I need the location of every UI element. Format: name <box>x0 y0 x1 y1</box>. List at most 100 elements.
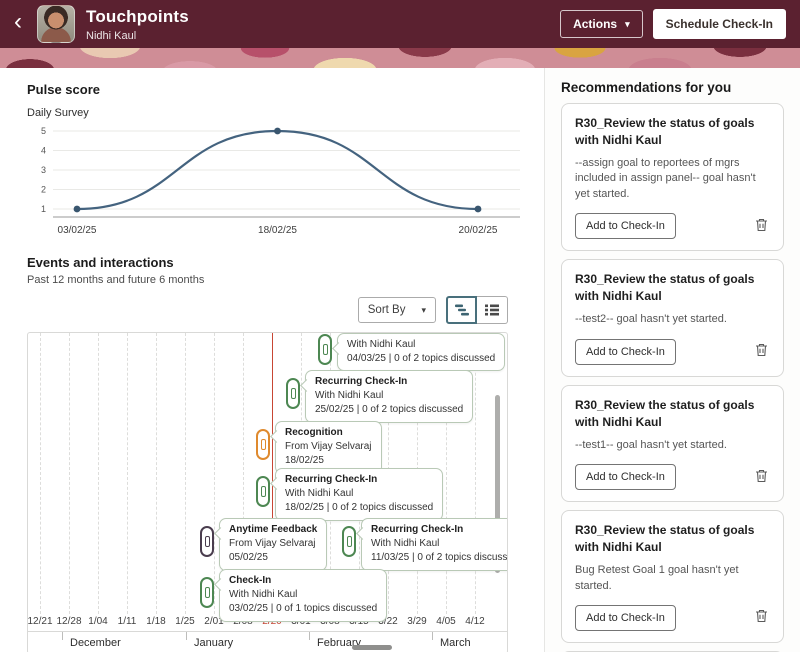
timeline-gridline <box>185 333 186 614</box>
timeline-gridline <box>475 333 476 614</box>
month-label: January <box>194 637 234 649</box>
delete-recommendation-icon[interactable] <box>753 607 770 628</box>
events-subtitle: Past 12 months and future 6 months <box>27 274 205 286</box>
add-to-check-in-button[interactable]: Add to Check-In <box>575 464 676 491</box>
timeline-gridline <box>214 333 215 614</box>
svg-text:20/02/25: 20/02/25 <box>459 225 498 236</box>
svg-text:5: 5 <box>41 126 46 136</box>
recommendation-title: R30_Review the status of goals with Nidh… <box>575 116 755 148</box>
timeline-date-label: 4/05 <box>436 616 456 627</box>
recommendation-title: R30_Review the status of goals with Nidh… <box>575 397 755 429</box>
back-icon[interactable]: ‹ <box>14 8 22 35</box>
delete-recommendation-icon[interactable] <box>753 216 770 237</box>
recognition-icon <box>256 429 270 460</box>
timeline-horizontal-scrollbar[interactable] <box>352 645 392 650</box>
recommendation-card: R30_Review the status of goals with Nidh… <box>561 103 784 252</box>
timeline-gridline <box>69 333 70 614</box>
event-callout: Anytime Feedback From Vijay Selvaraj 05/… <box>219 518 328 571</box>
timeline-date-label: 4/12 <box>465 616 485 627</box>
recommendation-card: R30_Review the status of goals with Nidh… <box>561 510 784 643</box>
timeline-date-label: 3/22 <box>378 616 398 627</box>
check-in-icon <box>318 334 332 365</box>
recurring-check-in-icon <box>342 526 356 557</box>
timeline-gridline <box>156 333 157 614</box>
event-with: With Nidhi Kaul <box>315 390 384 402</box>
events-heading: Events and interactions <box>27 255 174 270</box>
recommendations-panel: Recommendations for you R30_Review the s… <box>544 68 800 652</box>
recurring-check-in-icon <box>286 378 300 409</box>
timeline-gridline <box>127 333 128 614</box>
month-tick <box>432 632 433 640</box>
schedule-check-in-button[interactable]: Schedule Check-In <box>652 9 786 39</box>
daily-survey-label: Daily Survey <box>27 107 89 119</box>
timeline-date-label: 1/11 <box>117 616 137 627</box>
add-to-check-in-button[interactable]: Add to Check-In <box>575 604 676 631</box>
chevron-down-icon: ▾ <box>421 304 426 315</box>
timeline-date-label: 1/04 <box>88 616 108 627</box>
add-to-check-in-button[interactable]: Add to Check-In <box>575 213 676 240</box>
timeline-gridline <box>446 333 447 614</box>
svg-text:4: 4 <box>41 146 46 156</box>
sort-by-dropdown[interactable]: Sort By ▾ <box>357 297 436 323</box>
anytime-feedback-icon <box>200 526 214 557</box>
page-title: Touchpoints <box>86 6 189 26</box>
event-callout: Recurring Check-In With Nidhi Kaul 18/02… <box>275 468 444 521</box>
actions-button-label: Actions <box>573 17 618 31</box>
timeline-vertical-scrollbar[interactable] <box>495 395 500 573</box>
sort-by-label: Sort By <box>367 304 406 316</box>
recommendation-card: R30_Review the status of goals with Nidh… <box>561 259 784 377</box>
month-label: March <box>440 637 471 649</box>
svg-text:3: 3 <box>41 165 46 175</box>
event-date: 11/03/25 | 0 of 2 topics discussed <box>371 552 508 564</box>
svg-text:1: 1 <box>41 204 46 214</box>
events-toolbar: Sort By ▾ <box>27 296 508 324</box>
check-in-icon <box>200 577 214 608</box>
page-header: ‹ Touchpoints Nidhi Kaul Actions ▾ Sched… <box>0 0 800 48</box>
event-callout: Recurring Check-In With Nidhi Kaul 11/03… <box>361 518 508 571</box>
main-panel: Pulse score Daily Survey 1 2 3 4 5 03/02/25 18… <box>0 68 544 652</box>
person-name: Nidhi Kaul <box>86 29 137 42</box>
timeline-date-label: 1/18 <box>146 616 166 627</box>
recurring-check-in-icon <box>256 476 270 507</box>
timeline-view-icon <box>454 304 469 316</box>
timeline-date-label: 1/25 <box>175 616 195 627</box>
view-toggle-group <box>446 296 508 324</box>
event-from: From Vijay Selvaraj <box>229 538 316 550</box>
event-date: 18/02/25 <box>285 455 324 467</box>
event-date: 03/02/25 | 0 of 1 topics discussed <box>229 603 378 615</box>
timeline-view-toggle[interactable] <box>446 296 477 324</box>
add-to-check-in-button[interactable]: Add to Check-In <box>575 338 676 365</box>
svg-text:03/02/25: 03/02/25 <box>58 225 97 236</box>
event-date: 18/02/25 | 0 of 2 topics discussed <box>285 502 434 514</box>
event-callout: With Nidhi Kaul 04/03/25 | 0 of 2 topics… <box>337 333 506 372</box>
recommendation-body: --test2-- goal hasn't yet started. <box>575 313 727 326</box>
list-view-toggle[interactable] <box>477 296 508 324</box>
month-tick <box>186 632 187 640</box>
recommendation-body: --test1-- goal hasn't yet started. <box>575 438 727 451</box>
event-with: With Nidhi Kaul <box>371 538 440 550</box>
list-view-icon <box>485 304 499 316</box>
month-label: December <box>70 637 121 649</box>
event-title: Recurring Check-In <box>315 376 408 387</box>
recommendation-body: --assign goal to reportees of mgrs inclu… <box>575 157 756 200</box>
delete-recommendation-icon[interactable] <box>753 467 770 488</box>
header-titles: Touchpoints Nidhi Kaul <box>86 7 549 42</box>
delete-recommendation-icon[interactable] <box>753 341 770 362</box>
event-with: With Nidhi Kaul <box>347 339 416 350</box>
recommendations-heading: Recommendations for you <box>561 80 732 95</box>
current-date-line <box>272 333 273 614</box>
event-title: Recurring Check-In <box>285 474 378 485</box>
decorative-banner <box>0 48 800 68</box>
event-title: Recognition <box>285 427 343 438</box>
event-callout: Recognition From Vijay Selvaraj 18/02/25 <box>275 421 382 474</box>
event-with: With Nidhi Kaul <box>285 488 354 500</box>
event-date: 04/03/25 | 0 of 2 topics discussed <box>347 353 496 365</box>
timeline-date-label: 2/01 <box>204 616 224 627</box>
avatar <box>37 5 75 43</box>
chevron-down-icon: ▾ <box>625 18 630 29</box>
pulse-line-chart: 1 2 3 4 5 03/02/25 18/02/25 20/02/25 <box>41 126 520 236</box>
actions-button[interactable]: Actions ▾ <box>560 10 643 38</box>
pulse-score-heading: Pulse score <box>27 82 100 97</box>
events-timeline: With Nidhi Kaul 04/03/25 | 0 of 2 topics… <box>27 332 508 652</box>
